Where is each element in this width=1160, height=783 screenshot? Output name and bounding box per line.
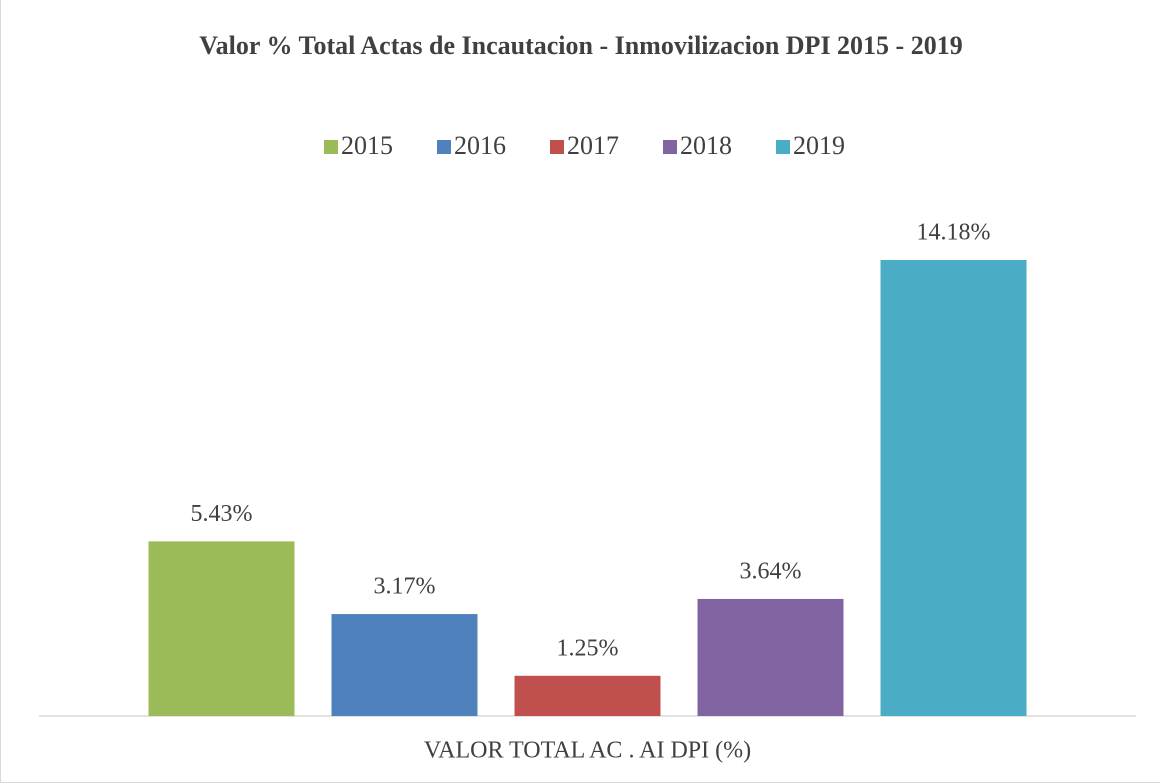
chart-title: Valor % Total Actas de Incautacion - Inm… (199, 31, 963, 60)
x-tick-label: VALOR TOTAL AC . AI DPI (%) (424, 738, 751, 764)
data-label: 1.25% (557, 635, 619, 661)
data-label: 3.64% (740, 558, 802, 584)
bar (148, 541, 295, 716)
data-label: 14.18% (917, 220, 991, 246)
bar (331, 614, 478, 716)
legend-swatch (324, 140, 338, 154)
legend-label: 2017 (567, 131, 619, 160)
legend-swatch (663, 140, 677, 154)
legend-swatch (550, 140, 564, 154)
legend-label: 2019 (793, 131, 845, 160)
legend-label: 2018 (680, 131, 732, 160)
legend-swatch (776, 140, 790, 154)
legend-label: 2015 (341, 131, 393, 160)
legend-label: 2016 (454, 131, 506, 160)
data-label: 3.17% (374, 574, 436, 600)
legend-swatch (437, 140, 451, 154)
bar (697, 598, 844, 716)
bar (514, 675, 661, 716)
data-label: 5.43% (191, 501, 253, 527)
bar (880, 260, 1027, 716)
